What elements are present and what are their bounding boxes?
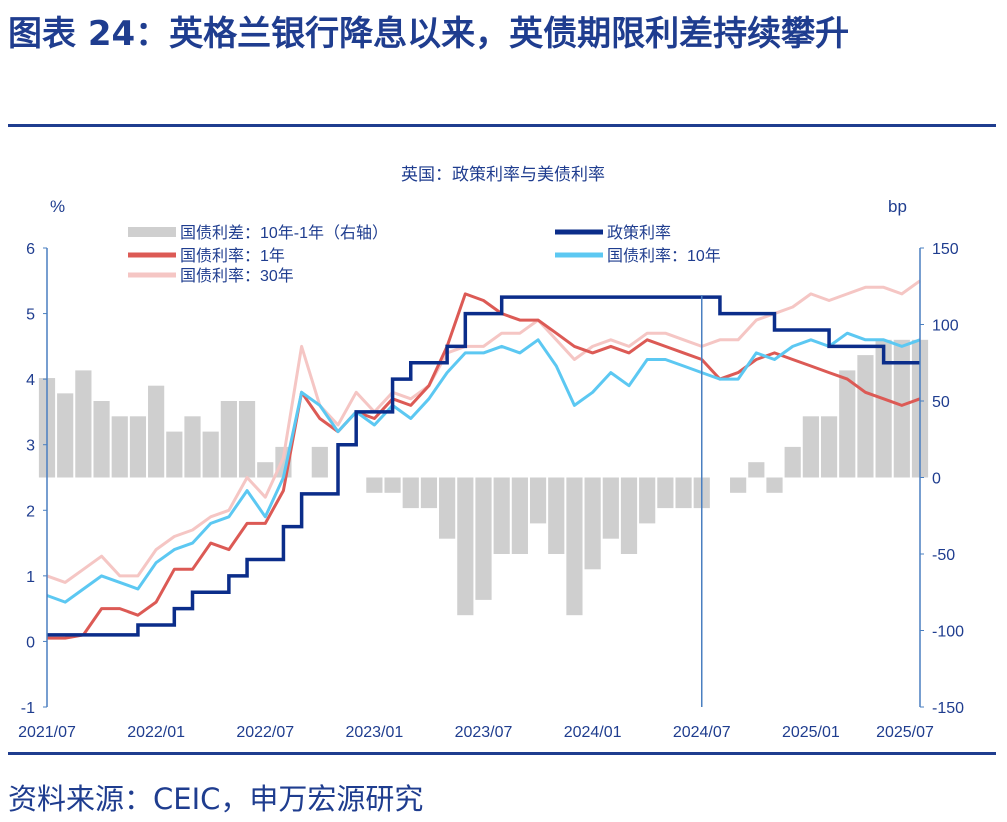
title-divider (8, 124, 996, 127)
spread-bar (802, 416, 819, 478)
x-tick-label: 2024/07 (673, 724, 731, 741)
legend-label: 政策利率 (607, 224, 671, 242)
spread-bar (220, 401, 237, 478)
x-tick-label: 2023/07 (455, 724, 513, 741)
spread-bar (457, 477, 474, 616)
spread-bar (129, 416, 147, 478)
spread-bar (675, 477, 692, 509)
y-tick-label: 2 (26, 503, 35, 520)
x-tick-label: 2022/01 (127, 724, 185, 741)
spread-bar (857, 355, 874, 478)
y-tick-label: -1 (21, 700, 35, 717)
y2-axis-label: bp (888, 197, 907, 216)
spread-bar (639, 477, 656, 524)
legend-label: 国债利率：10年 (607, 247, 721, 265)
y2-tick-label: -150 (932, 700, 964, 717)
spread-bar (93, 401, 110, 478)
y2-tick-label: 150 (932, 241, 959, 258)
chart-title: 英国：政策利率与美债利率 (401, 165, 605, 184)
spread-bar (384, 477, 401, 493)
spread-bar (766, 477, 783, 493)
spread-bar (75, 370, 92, 478)
x-tick-label: 2025/07 (876, 724, 934, 741)
x-tick-label: 2023/01 (345, 724, 403, 741)
spread-bar (584, 477, 601, 570)
x-tick-label: 2024/01 (564, 724, 622, 741)
spread-bar (511, 477, 528, 554)
spread-bar (57, 393, 74, 478)
source-note: 资料来源：CEIC，申万宏源研究 (8, 782, 424, 816)
spread-bar (402, 477, 419, 509)
spread-bar (893, 339, 910, 478)
spread-bar (148, 385, 165, 478)
legend-label: 国债利率：1年 (180, 247, 285, 265)
spread-bar (311, 446, 328, 478)
y2-tick-label: -50 (932, 547, 955, 564)
spread-bar (820, 416, 838, 478)
spread-bar (475, 477, 492, 600)
spread-bar (784, 446, 801, 478)
spread-bar (257, 462, 274, 478)
spread-bar (184, 416, 201, 478)
footer-divider (8, 752, 996, 755)
spread-bar (420, 477, 438, 509)
spread-bar (166, 431, 183, 478)
y2-tick-label: 100 (932, 318, 959, 335)
legend-label: 国债利差：10年-1年（右轴） (180, 224, 388, 242)
x-tick-label: 2021/07 (18, 724, 76, 741)
y-tick-label: 0 (26, 634, 35, 651)
spread-bar (730, 477, 747, 493)
legend-swatch (555, 252, 603, 258)
y-tick-label: 5 (26, 307, 35, 324)
legend-swatch (128, 227, 176, 237)
policy-rate-line (47, 295, 920, 637)
spread-bar (602, 477, 619, 539)
y-tick-label: 1 (26, 569, 35, 586)
spread-bar (839, 370, 856, 478)
legend-swatch (555, 229, 603, 235)
y2-tick-label: 50 (932, 394, 950, 411)
spread-bar (620, 477, 638, 554)
spread-bar (366, 477, 383, 493)
x-tick-label: 2025/01 (782, 724, 840, 741)
y-tick-label: 6 (26, 241, 35, 258)
spread-bar (566, 477, 583, 616)
y-axis-label: % (50, 197, 65, 216)
spread-bar (875, 339, 892, 478)
spread-bar (238, 401, 256, 478)
spread-bar (529, 477, 547, 524)
y-tick-label: 3 (26, 438, 35, 455)
series-line-2 (47, 292, 921, 640)
spread-bar (493, 477, 510, 554)
spread-bar (439, 477, 456, 539)
spread-bar (548, 477, 565, 554)
legend-swatch (128, 272, 176, 278)
x-tick-label: 2022/07 (236, 724, 294, 741)
legend-label: 国债利率：30年 (180, 267, 294, 285)
y2-tick-label: 0 (932, 471, 941, 488)
legend-swatch (128, 252, 176, 258)
y-tick-label: 4 (26, 372, 35, 389)
y2-tick-label: -100 (932, 624, 964, 641)
spread-bar (111, 416, 128, 478)
spread-bar (748, 462, 765, 478)
series-line-3 (46, 331, 921, 604)
spread-bar (657, 477, 674, 509)
spread-bar (202, 431, 219, 478)
page-title: 图表 24：英格兰银行降息以来，英债期限利差持续攀升 (8, 14, 850, 54)
